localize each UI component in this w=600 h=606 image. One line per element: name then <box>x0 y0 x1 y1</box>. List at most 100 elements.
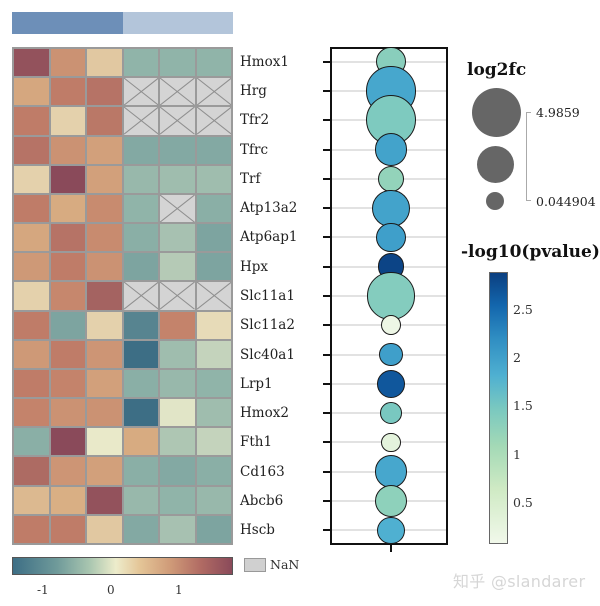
heatmap-cell <box>86 106 123 136</box>
heatmap-cell <box>195 223 232 253</box>
bubble-lrp1 <box>376 369 406 398</box>
heatmap-cell <box>195 368 232 399</box>
heatmap-cell <box>122 48 159 78</box>
pvalue-colorbar-tick: 0.5 <box>513 495 533 510</box>
heatmap-cell <box>195 252 232 282</box>
heatmap-cell <box>86 77 123 107</box>
heatmap-cell <box>195 339 232 369</box>
y-axis-tick <box>323 60 330 63</box>
heatmap-cell <box>13 48 50 78</box>
gene-label: Slc11a2 <box>240 317 295 334</box>
y-axis-tick <box>323 265 330 268</box>
gene-label: Abcb6 <box>240 493 284 510</box>
bubble-hscb <box>377 516 405 545</box>
y-axis-tick <box>323 236 330 239</box>
bubble-cd163 <box>374 455 408 489</box>
heatmap-cell <box>122 368 159 399</box>
pvalue-colorbar-tick: 1.5 <box>513 398 533 413</box>
heatmap-cell <box>13 281 50 311</box>
heatmap-cell <box>86 135 123 165</box>
heatmap-cell <box>122 339 159 369</box>
heatmap-cell <box>122 164 159 194</box>
bubble-trf <box>377 165 405 192</box>
gene-label: Hmox2 <box>240 405 289 422</box>
heatmap-cell <box>195 398 232 428</box>
heatmap-cell <box>86 514 123 544</box>
y-axis-tick <box>323 148 330 151</box>
heatmap-cell <box>49 514 86 544</box>
pvalue-colorbar <box>489 272 508 544</box>
heatmap-cell-nan <box>122 106 159 136</box>
heatmap-cell <box>86 398 123 428</box>
heatmap-cell <box>49 106 86 136</box>
gene-label: Atp6ap1 <box>240 229 298 246</box>
group-1-bar <box>12 12 123 34</box>
heatmap-cell <box>49 164 86 194</box>
heatmap-cell <box>86 339 123 369</box>
gene-labels: Hmox1 Hrg Tfr2 Tfrc Trf Atp13a2 Atp6ap1 … <box>240 47 320 545</box>
size-legend-small-dot <box>486 192 504 210</box>
heatmap-cell <box>195 456 232 486</box>
heatmap-cell <box>195 485 232 515</box>
gene-label: Lrp1 <box>240 375 273 392</box>
heatmap-cell <box>13 514 50 544</box>
nan-label: NaN <box>270 557 300 572</box>
heatmap-cell <box>49 485 86 515</box>
heatmap-cell <box>195 514 232 544</box>
heatmap-cell <box>86 281 123 311</box>
y-axis-tick <box>323 119 330 122</box>
heatmap-cell <box>49 223 86 253</box>
heatmap-cell <box>159 164 196 194</box>
x-axis-tick <box>390 545 392 552</box>
heatmap-cell <box>49 398 86 428</box>
heatmap-cell <box>13 106 50 136</box>
heatmap <box>12 47 233 545</box>
heatmap-cell <box>13 223 50 253</box>
gene-label: Hrg <box>240 82 267 99</box>
heatmap-cell <box>86 485 123 515</box>
pvalue-legend-title: -log10(pvalue) <box>461 242 600 262</box>
heatmap-cell <box>195 164 232 194</box>
heatmap-cell <box>159 223 196 253</box>
heatmap-cell <box>159 485 196 515</box>
heatmap-cell <box>159 135 196 165</box>
heatmap-cell <box>49 339 86 369</box>
bubble-tfrc <box>374 133 408 166</box>
gene-label: Tfr2 <box>240 112 270 129</box>
heatmap-cell <box>49 427 86 457</box>
gene-label: Hmox1 <box>240 53 289 70</box>
heatmap-colorbar-tick: -1 <box>37 583 49 597</box>
heatmap-cell <box>159 48 196 78</box>
heatmap-cell <box>13 427 50 457</box>
heatmap-cell <box>86 48 123 78</box>
y-axis-tick <box>323 529 330 532</box>
y-axis-tick <box>323 353 330 356</box>
size-legend-max: 4.9859 <box>536 105 580 120</box>
gene-label: Hpx <box>240 258 269 275</box>
heatmap-cell <box>49 193 86 224</box>
gene-label: Atp13a2 <box>240 200 298 217</box>
heatmap-cell <box>13 193 50 224</box>
gene-label: Trf <box>240 170 261 187</box>
bubble-hmox2 <box>380 402 402 425</box>
size-legend-title: log2fc <box>467 60 527 80</box>
gene-label: Slc40a1 <box>240 346 295 363</box>
y-axis-tick <box>323 470 330 473</box>
heatmap-cell <box>49 368 86 399</box>
heatmap-cell-nan <box>195 77 232 107</box>
gene-label: Tfrc <box>240 141 269 158</box>
gene-label: Hscb <box>240 522 275 539</box>
heatmap-cell <box>13 368 50 399</box>
heatmap-cell <box>13 398 50 428</box>
pvalue-colorbar-tick: 2 <box>513 350 521 365</box>
heatmap-cell <box>159 514 196 544</box>
heatmap-cell <box>49 135 86 165</box>
heatmap-cell <box>122 514 159 544</box>
heatmap-colorbar <box>12 557 233 575</box>
heatmap-cell <box>122 252 159 282</box>
watermark: 知乎 @slandarer <box>453 572 586 591</box>
heatmap-cell <box>122 310 159 340</box>
heatmap-cell-nan <box>195 106 232 136</box>
heatmap-cell <box>13 77 50 107</box>
heatmap-cell-nan <box>122 281 159 311</box>
